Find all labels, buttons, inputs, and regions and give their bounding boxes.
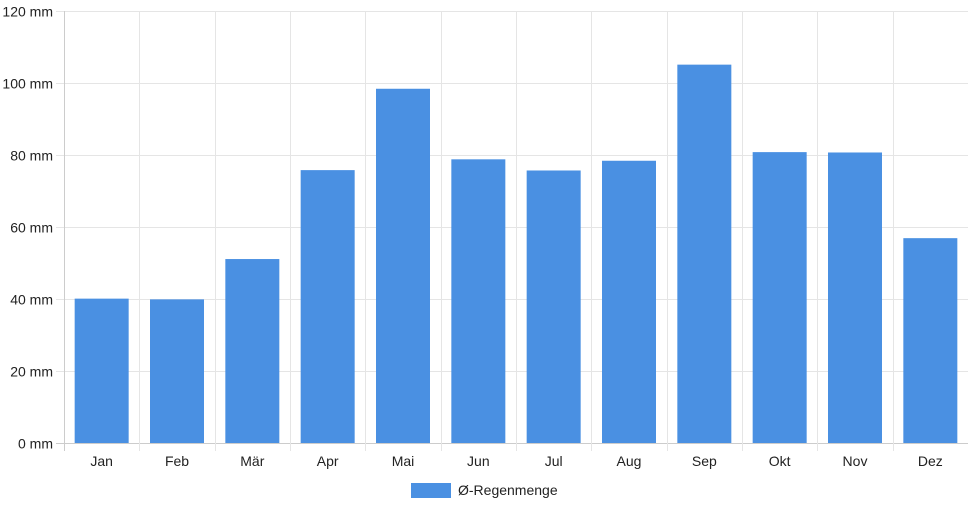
x-tick-label: Mai <box>392 453 415 469</box>
bar-okt <box>752 152 807 443</box>
x-tick-label: Aug <box>617 453 642 469</box>
x-tick-label: Jun <box>467 453 490 469</box>
x-tick-label: Sep <box>692 453 717 469</box>
x-tick-label: Feb <box>165 453 189 469</box>
x-tick-label: Jul <box>545 453 563 469</box>
bar-nov <box>828 152 882 444</box>
legend-label: Ø-Regenmenge <box>458 482 558 498</box>
x-tick-label: Nov <box>843 453 868 469</box>
bar-sep <box>677 64 732 443</box>
bar-jun <box>451 159 506 443</box>
x-tick-label: Okt <box>769 453 791 469</box>
legend[interactable]: Ø-Regenmenge <box>411 482 558 498</box>
axes: 0 mm 20 mm 40 mm 60 mm 80 mm 100 mm 120 mm Jan F… <box>2 4 942 470</box>
y-tick-label: 100 mm <box>2 76 53 92</box>
y-tick-label: 40 mm <box>10 292 53 308</box>
y-tick-label: 60 mm <box>10 220 53 236</box>
bar-feb <box>150 299 204 443</box>
x-tick-label: Mär <box>240 453 264 469</box>
x-tick-label: Dez <box>918 453 943 469</box>
x-tick-label: Apr <box>317 453 339 469</box>
bar-jul <box>526 170 581 444</box>
legend-swatch <box>411 483 451 498</box>
y-tick-label: 0 mm <box>18 436 53 452</box>
bar-mär <box>225 259 280 443</box>
bars <box>74 64 958 444</box>
bar-dez <box>903 238 958 443</box>
grid <box>56 11 968 451</box>
bar-jan <box>74 298 129 443</box>
bar-apr <box>300 170 355 443</box>
y-tick-label: 120 mm <box>2 4 53 20</box>
x-tick-label: Jan <box>90 453 113 469</box>
y-tick-label: 80 mm <box>10 148 53 164</box>
bar-mai <box>376 88 430 443</box>
y-tick-label: 20 mm <box>10 364 53 380</box>
bar-aug <box>602 160 656 443</box>
